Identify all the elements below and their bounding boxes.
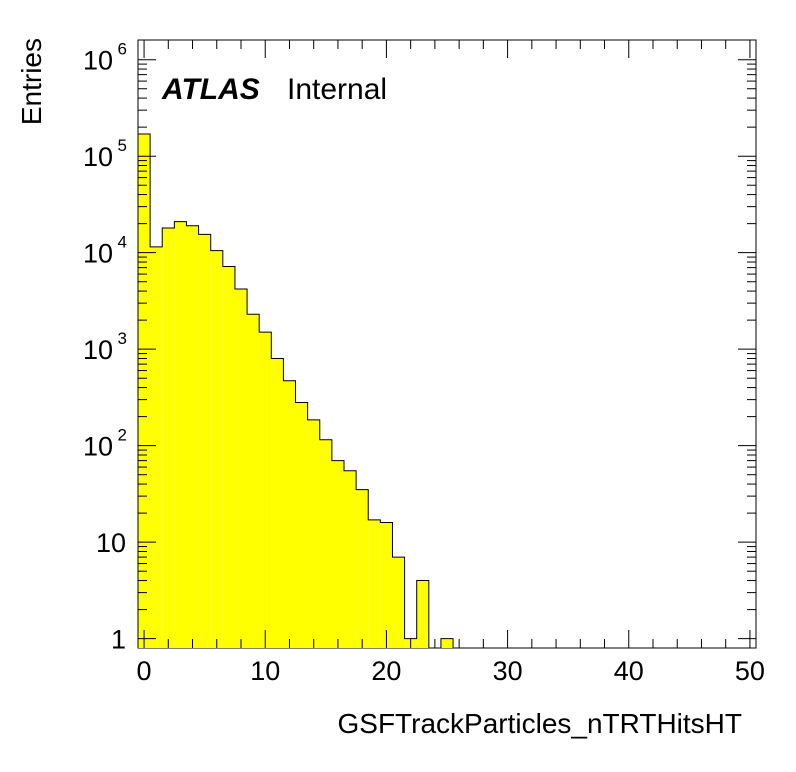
- y-tick-label: 10: [96, 528, 126, 558]
- tick-labels-layer: 0 10 20 30 40 50 1 10 10 2 10 3 10 4 10 5 10 6: [83, 40, 765, 686]
- histogram-bar: [307, 419, 320, 648]
- y-tick-exponent: 4: [118, 233, 127, 252]
- y-tick-exponent: 3: [118, 329, 127, 348]
- y-tick-label: 10: [83, 239, 113, 269]
- histogram-bar: [356, 489, 369, 648]
- histogram-bar: [186, 225, 199, 648]
- y-axis-label: Entries: [16, 38, 47, 125]
- histogram-bar: [222, 266, 235, 648]
- bars-layer: [138, 133, 454, 649]
- x-axis-label: GSFTrackParticles_nTRTHitsHT: [338, 708, 743, 739]
- histogram-bar: [174, 221, 187, 648]
- x-tick-label: 50: [735, 656, 765, 686]
- histogram-bar: [392, 557, 405, 648]
- histogram-bar: [319, 439, 332, 648]
- x-tick-label: 0: [137, 656, 152, 686]
- y-tick-label: 1: [111, 625, 126, 655]
- y-tick-exponent: 2: [118, 426, 127, 445]
- x-tick-label: 20: [371, 656, 401, 686]
- y-tick-label: 10: [83, 335, 113, 365]
- histogram-bar: [283, 380, 296, 648]
- histogram-bar: [368, 519, 381, 648]
- x-tick-label: 30: [493, 656, 523, 686]
- y-tick-exponent: 5: [118, 136, 127, 155]
- x-tick-label: 40: [614, 656, 644, 686]
- atlas-label: ATLAS: [161, 73, 260, 106]
- histogram-bar: [271, 358, 284, 648]
- histogram-bar: [440, 638, 454, 648]
- y-tick-label: 10: [83, 432, 113, 462]
- y-tick-exponent: 6: [118, 40, 127, 59]
- y-tick-label: 10: [83, 46, 113, 76]
- x-tick-label: 10: [250, 656, 280, 686]
- histogram-bar: [198, 234, 211, 648]
- histogram-bar: [234, 289, 248, 648]
- histogram-bar: [210, 250, 223, 649]
- y-tick-label: 10: [83, 142, 113, 172]
- histogram-outline: [137, 133, 454, 649]
- histogram-bar: [344, 470, 357, 648]
- histogram-bar: [162, 228, 175, 648]
- histogram-bar: [150, 246, 163, 649]
- atlas-status: Internal: [287, 73, 387, 106]
- histogram-bar: [259, 332, 272, 648]
- ticks-layer: [138, 40, 756, 648]
- histogram-bar: [247, 314, 260, 648]
- histogram-bar: [380, 522, 393, 648]
- histogram-bar: [331, 460, 344, 648]
- histogram-bar: [416, 580, 429, 648]
- histogram-bar: [295, 402, 308, 648]
- outline-layer: [137, 133, 454, 649]
